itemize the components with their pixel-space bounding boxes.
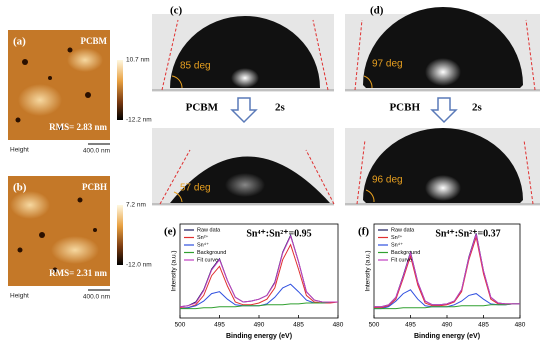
legend-label: Background — [391, 250, 420, 256]
y-axis-label: Intensity (a.u.) — [171, 250, 178, 291]
legend-label: Sn²⁺ — [197, 234, 209, 241]
colorbar — [117, 60, 123, 120]
droplet-image — [345, 7, 540, 206]
contact-angle: 85 deg — [180, 61, 211, 72]
annotation: Sn⁴⁺:Sn²⁺=0.37 — [435, 228, 500, 239]
time: 2s — [275, 102, 286, 114]
scalebar-label: 400.0 nm — [83, 294, 110, 301]
series-line — [180, 301, 338, 310]
annotation: Sn⁴⁺:Sn²⁺=0.95 — [246, 228, 311, 239]
colorbar — [117, 205, 123, 265]
series-line — [179, 283, 338, 310]
legend-label: Sn²⁺ — [391, 234, 403, 241]
contact-angle: 97 deg — [372, 59, 403, 70]
panel-label: (b) — [13, 182, 27, 194]
x-tick-label: 480 — [515, 322, 526, 329]
channel: Height — [10, 293, 29, 300]
x-tick-label: 495 — [405, 322, 416, 329]
x-tick-label: 480 — [333, 322, 344, 329]
contact-angle: 96 deg — [372, 175, 403, 186]
x-axis-label: Binding energy (eV) — [226, 333, 292, 340]
x-axis-label: Binding energy (eV) — [414, 333, 480, 340]
droplet-image — [152, 14, 335, 206]
series-line — [179, 234, 338, 308]
panel-label: (e) — [164, 226, 177, 238]
x-tick-label: 485 — [478, 322, 489, 329]
afm-image-a — [8, 30, 110, 140]
material: PCBM — [186, 102, 219, 114]
channel: Height — [10, 147, 29, 154]
x-tick-label: 500 — [175, 322, 186, 329]
panel-label: (f) — [358, 226, 369, 238]
x-tick-label: 490 — [254, 322, 265, 329]
scale-max: 10.7 nm — [126, 57, 150, 64]
rms: RMS= 2.31 nm — [49, 268, 107, 278]
panel-label: (d) — [370, 5, 384, 17]
scalebar-label: 400.0 nm — [83, 148, 110, 155]
legend-label: Raw data — [391, 227, 415, 233]
series-line — [374, 234, 520, 308]
scale-min: -12.2 nm — [126, 117, 152, 124]
rms: RMS= 2.83 nm — [49, 122, 107, 132]
legend-label: Sn⁴⁺ — [391, 241, 403, 248]
x-tick-label: 500 — [369, 322, 380, 329]
y-axis-label: Intensity (a.u.) — [365, 250, 372, 291]
material: PCBH — [82, 182, 107, 192]
legend-label: Raw data — [197, 227, 221, 233]
scale-min: -12.0 nm — [126, 262, 152, 269]
legend-label: Fit curve — [197, 257, 218, 263]
x-tick-label: 485 — [293, 322, 304, 329]
x-tick-label: 495 — [214, 322, 225, 329]
series-line — [374, 303, 520, 310]
afm-image-b — [8, 176, 110, 286]
scale-max: 7.2 nm — [126, 202, 146, 209]
contact-angle: 57 deg — [180, 183, 211, 194]
x-tick-label: 490 — [442, 322, 453, 329]
legend-label: Background — [197, 250, 226, 256]
series-line — [374, 235, 520, 309]
material: PCBH — [389, 102, 420, 114]
panel-label: (c) — [170, 5, 183, 17]
series-line — [180, 243, 339, 309]
legend-label: Sn⁴⁺ — [197, 241, 209, 248]
material: PCBM — [81, 36, 108, 46]
legend-label: Fit curve — [391, 257, 412, 263]
panel-label: (a) — [13, 36, 26, 48]
time: 2s — [472, 102, 483, 114]
